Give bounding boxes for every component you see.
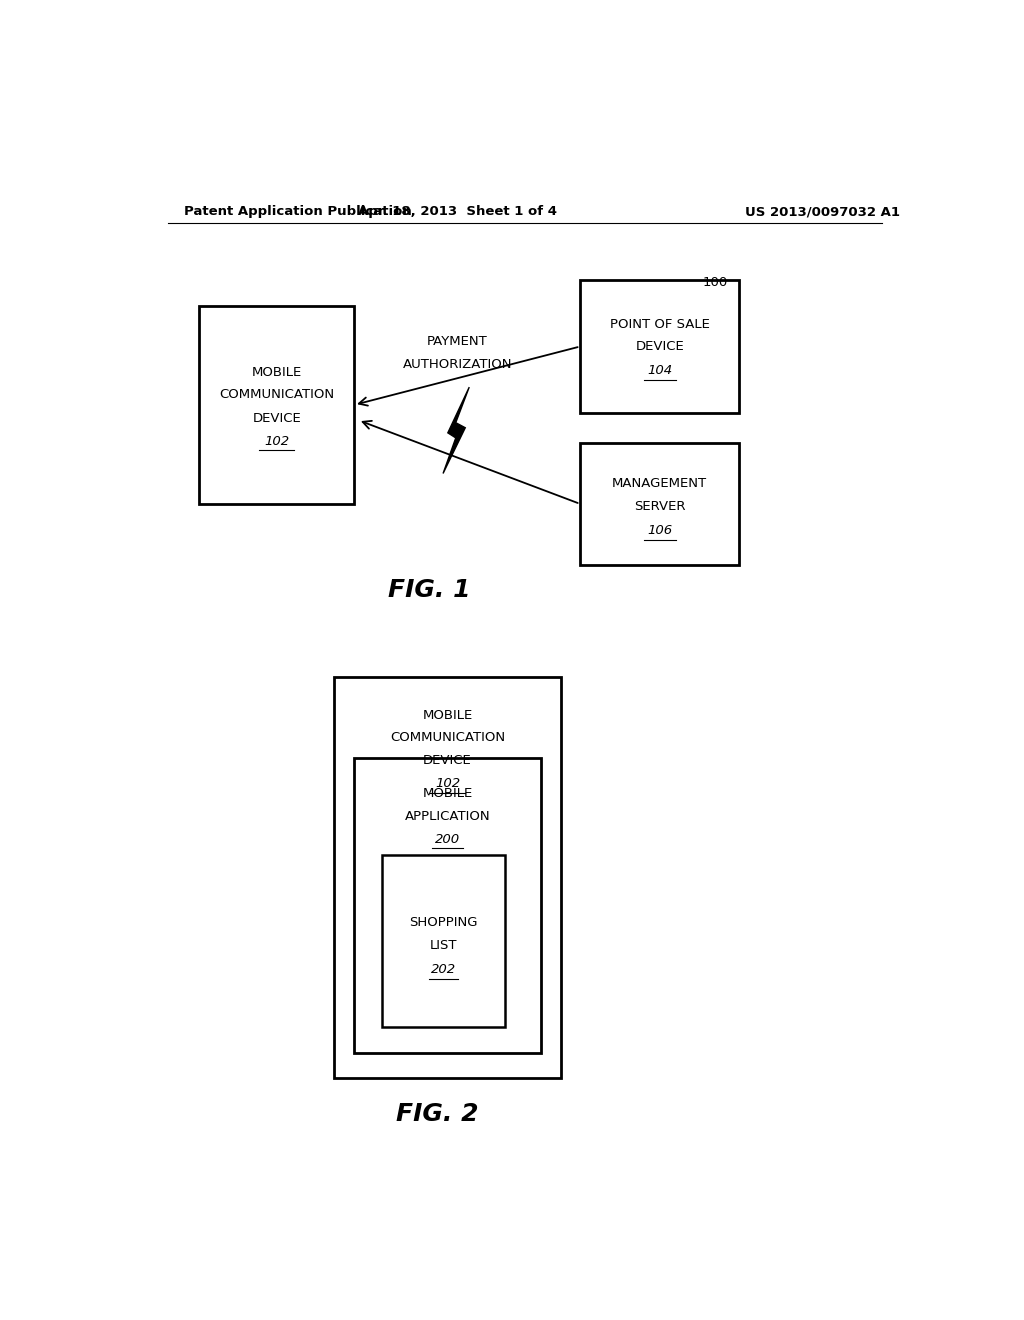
Text: 100: 100 — [702, 276, 728, 289]
Text: 104: 104 — [647, 364, 673, 378]
Text: 200: 200 — [435, 833, 460, 846]
Text: POINT OF SALE: POINT OF SALE — [609, 318, 710, 330]
Text: SERVER: SERVER — [634, 499, 685, 512]
Text: MOBILE: MOBILE — [422, 709, 472, 722]
Text: COMMUNICATION: COMMUNICATION — [390, 731, 505, 744]
Bar — [354, 758, 541, 1053]
Text: DEVICE: DEVICE — [423, 754, 472, 767]
Text: COMMUNICATION: COMMUNICATION — [219, 388, 335, 401]
Text: DEVICE: DEVICE — [253, 412, 301, 425]
Text: APPLICATION: APPLICATION — [404, 809, 490, 822]
Bar — [334, 677, 560, 1078]
Text: MOBILE: MOBILE — [252, 366, 302, 379]
Text: DEVICE: DEVICE — [635, 341, 684, 352]
Text: US 2013/0097032 A1: US 2013/0097032 A1 — [744, 206, 900, 218]
Text: FIG. 1: FIG. 1 — [388, 578, 471, 602]
Text: MOBILE: MOBILE — [422, 787, 472, 800]
Text: SHOPPING: SHOPPING — [410, 916, 478, 929]
Bar — [382, 854, 505, 1027]
Text: Patent Application Publication: Patent Application Publication — [183, 206, 412, 218]
Text: 106: 106 — [647, 524, 673, 537]
Text: Apr. 18, 2013  Sheet 1 of 4: Apr. 18, 2013 Sheet 1 of 4 — [357, 206, 557, 218]
Text: 202: 202 — [431, 964, 456, 975]
Text: AUTHORIZATION: AUTHORIZATION — [402, 358, 512, 371]
Text: LIST: LIST — [430, 939, 457, 952]
Bar — [200, 306, 354, 504]
Bar — [581, 444, 739, 565]
Text: 102: 102 — [264, 436, 290, 447]
Polygon shape — [443, 387, 469, 474]
Bar — [581, 280, 739, 412]
Text: 102: 102 — [435, 777, 460, 789]
Text: FIG. 2: FIG. 2 — [396, 1102, 479, 1126]
Text: PAYMENT: PAYMENT — [427, 335, 487, 348]
Text: MANAGEMENT: MANAGEMENT — [612, 477, 708, 490]
